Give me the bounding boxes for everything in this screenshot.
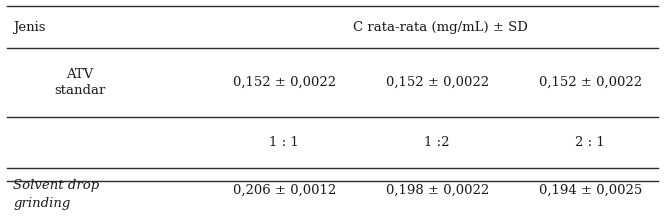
Text: 0,152 ± 0,0022: 0,152 ± 0,0022 [386, 76, 489, 89]
Text: ATV
standar: ATV standar [54, 68, 106, 97]
Text: 2 : 1: 2 : 1 [575, 136, 605, 149]
Text: 1 :2: 1 :2 [424, 136, 450, 149]
Text: C rata-rata (mg/mL) ± SD: C rata-rata (mg/mL) ± SD [353, 21, 528, 33]
Text: 0,194 ± 0,0025: 0,194 ± 0,0025 [539, 184, 642, 197]
Text: 0,152 ± 0,0022: 0,152 ± 0,0022 [233, 76, 336, 89]
Text: Jenis: Jenis [13, 21, 46, 33]
Text: grinding: grinding [13, 197, 70, 210]
Text: 0,152 ± 0,0022: 0,152 ± 0,0022 [539, 76, 642, 89]
Text: 1 : 1: 1 : 1 [269, 136, 299, 149]
Text: Solvent drop: Solvent drop [13, 179, 100, 192]
Text: 0,198 ± 0,0022: 0,198 ± 0,0022 [386, 184, 489, 197]
Text: 0,206 ± 0,0012: 0,206 ± 0,0012 [233, 184, 336, 197]
